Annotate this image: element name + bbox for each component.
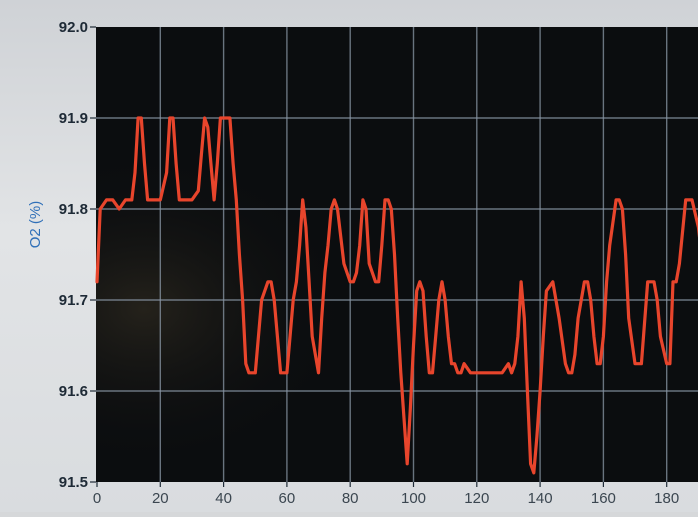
y-tick-label: 91.7 <box>59 292 88 309</box>
series-layer <box>95 116 698 475</box>
x-tick-label: 80 <box>342 490 359 507</box>
y-tick-label: 91.9 <box>59 110 88 127</box>
y-tick-label: 92.0 <box>59 19 88 36</box>
x-tick-label: 0 <box>93 490 101 507</box>
y-tick-label: 91.6 <box>59 383 88 400</box>
x-tick-label: 140 <box>528 490 553 507</box>
series-line <box>95 116 698 475</box>
x-tick-label: 40 <box>215 490 232 507</box>
x-tick-label: 60 <box>279 490 296 507</box>
y-tick-label: 91.5 <box>59 474 88 491</box>
y-axis-label: O2 (%) <box>27 201 44 249</box>
tick-labels: 91.5 91.6 91.7 91.8 91.9 92.0 0 20 40 60 80 100 120 1… <box>59 19 679 507</box>
y-tick-label: 91.8 <box>59 201 88 218</box>
screen-glare <box>96 27 698 482</box>
axis-ticks <box>90 26 668 487</box>
x-tick-label: 20 <box>152 490 169 507</box>
x-tick-label: 180 <box>654 490 679 507</box>
x-tick-label: 100 <box>401 490 426 507</box>
x-tick-label: 160 <box>591 490 616 507</box>
x-tick-label: 120 <box>464 490 489 507</box>
